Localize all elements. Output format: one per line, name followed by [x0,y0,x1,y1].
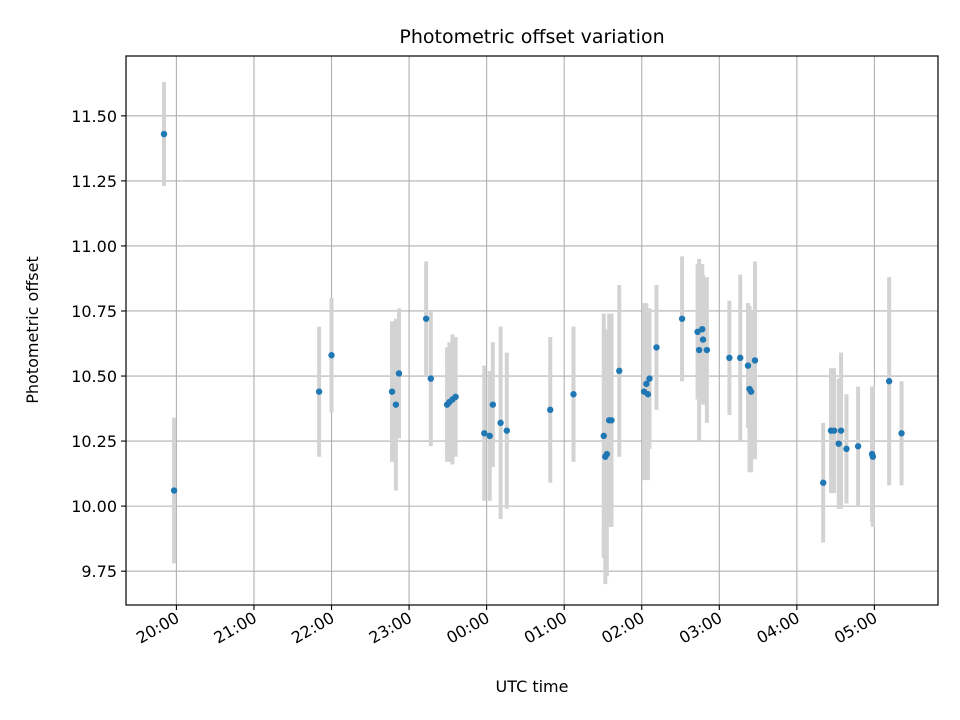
x-axis-ticks: 20:00 21:00 22:00 23:00 00:00 01:00 02:00 03:00… [133,605,880,648]
x-axis-label: UTC time [496,677,569,696]
plot-frame [125,55,939,606]
data-point [898,430,905,437]
data-point [747,388,755,395]
x-tick-label: 03:00 [676,608,725,648]
x-tick-label: 21:00 [211,608,260,648]
data-point [328,352,335,359]
data-point [695,346,703,354]
data-point [837,427,845,434]
x-tick-label: 20:00 [133,608,182,648]
data-point [570,391,577,398]
data-point [885,378,893,385]
data-point [694,328,701,336]
data-point [644,391,652,398]
data-point [427,375,434,382]
data-point [422,315,430,322]
data-point [497,419,504,427]
y-tick-label: 11.25 [71,172,117,191]
y-axis-ticks: 9.75 10.00 10.25 10.50 10.75 11.00 11.25 11.50 [71,107,126,581]
data-point [395,370,403,377]
data-point [489,401,497,408]
data-point [643,380,650,388]
x-tick-label: 05:00 [831,608,880,648]
y-tick-label: 10.00 [71,497,117,516]
data-point [600,432,607,440]
data-point [547,406,554,414]
y-tick-label: 11.00 [71,237,117,256]
data-point [744,362,752,369]
data-point [481,430,488,437]
chart-title: Photometric offset variation [399,26,664,48]
data-point [646,375,653,382]
error-bars [162,82,904,585]
y-tick-label: 10.25 [71,432,117,451]
data-point [751,357,759,364]
data-point [616,367,623,375]
x-tick-label: 01:00 [521,608,570,648]
data-point [653,344,660,351]
data-point [603,450,611,458]
data-point [315,388,323,395]
x-tick-label: 23:00 [366,608,415,648]
data-point [170,487,178,494]
data-point [869,453,877,460]
x-tick-label: 00:00 [443,608,492,648]
data-point [820,479,827,486]
x-tick-label: 04:00 [753,608,802,648]
data-point [854,443,862,450]
data-points [160,130,905,494]
data-point [737,354,744,362]
data-point [503,427,510,434]
y-tick-label: 11.50 [71,107,117,126]
data-point [160,130,168,138]
data-point [726,354,733,362]
y-tick-label: 9.75 [81,562,117,581]
data-point [703,346,711,354]
grid-lines [126,56,938,605]
data-point [830,427,838,434]
y-axis-label: Photometric offset [23,256,42,404]
y-tick-label: 10.75 [71,302,117,321]
x-tick-label: 02:00 [598,608,647,648]
data-point [486,432,493,440]
x-tick-label: 22:00 [288,608,337,648]
data-point [388,388,396,395]
data-point [835,440,842,447]
data-point [452,393,459,401]
data-point [392,401,400,408]
data-point [843,445,850,453]
data-point [608,417,615,424]
data-point [678,315,686,322]
y-tick-label: 10.50 [71,367,117,386]
data-point [699,336,707,343]
data-point [699,325,706,333]
